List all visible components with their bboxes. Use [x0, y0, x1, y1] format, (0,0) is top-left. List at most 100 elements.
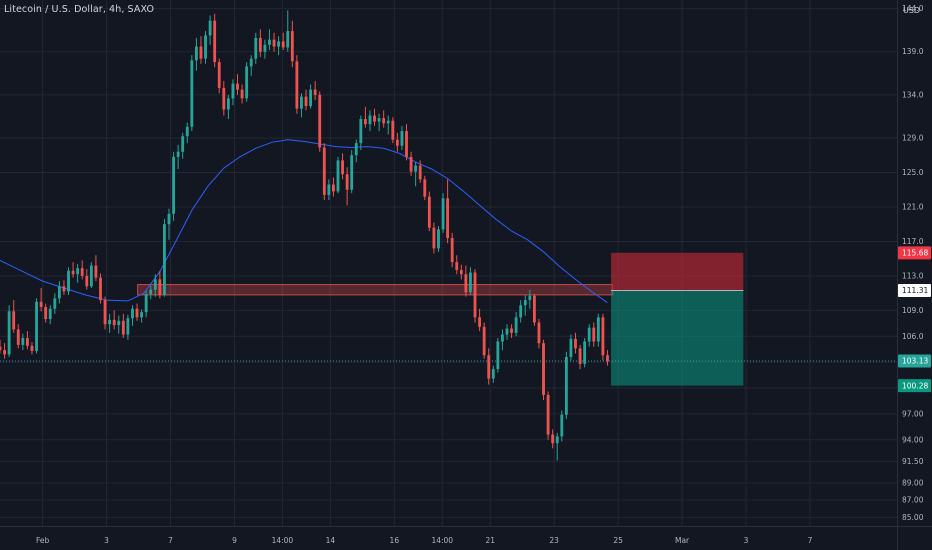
candle-body: [126, 318, 130, 335]
candle: [94, 255, 98, 282]
candle-body: [163, 224, 166, 295]
candle: [313, 81, 317, 101]
candle-body: [44, 306, 48, 320]
candle-body: [596, 317, 600, 342]
time-tick-label: 3: [744, 536, 749, 545]
candle: [144, 290, 148, 318]
candle-body: [592, 327, 596, 342]
candle: [153, 274, 157, 297]
price-tick-label: 91.50: [902, 457, 924, 466]
price-tag-last: 103.13: [898, 354, 931, 368]
symbol-title[interactable]: Litecoin / U.S. Dollar, 4h, SAXO: [4, 4, 155, 15]
price-tick-label: 125.0: [902, 168, 924, 177]
candle-body: [277, 41, 281, 47]
candle-body: [67, 270, 70, 292]
candle: [564, 351, 568, 420]
candle-body: [204, 35, 207, 59]
candle-body: [144, 294, 148, 313]
candle: [76, 263, 80, 283]
candle: [99, 273, 102, 304]
candle: [30, 342, 34, 355]
candle-body: [332, 184, 335, 192]
candle: [126, 314, 130, 340]
candle: [363, 106, 367, 128]
candle: [587, 324, 591, 347]
candle: [491, 365, 495, 383]
candle-body: [546, 394, 550, 435]
candle-body: [482, 326, 486, 356]
candle-body: [501, 334, 504, 342]
candle-body: [199, 46, 203, 59]
candle-body: [295, 61, 299, 109]
candle-body: [258, 37, 262, 52]
candle: [432, 222, 436, 254]
candle: [532, 294, 536, 326]
candle: [181, 132, 185, 159]
candle-body: [236, 83, 239, 90]
candle: [163, 219, 166, 297]
candle-body: [25, 338, 29, 346]
candle: [427, 191, 431, 232]
time-tick-label: 7: [168, 536, 173, 545]
candle: [583, 338, 587, 368]
candle: [254, 32, 258, 64]
candle-body: [405, 131, 408, 157]
candle-body: [108, 319, 112, 325]
candle: [67, 267, 70, 295]
candle-body: [281, 41, 285, 48]
candle: [386, 115, 390, 135]
candle-body: [377, 118, 381, 122]
price-tag-entry: 111.31: [898, 284, 931, 298]
candle-body: [359, 118, 363, 144]
time-axis[interactable]: Feb 3 7 9 14:00 14 16 14:00 21 23 25 Mar 3 7: [0, 526, 932, 546]
candle: [528, 289, 532, 309]
candle: [71, 262, 75, 278]
candle-body: [16, 329, 20, 345]
time-tick-label: Mar: [675, 536, 690, 545]
candle-body: [226, 98, 230, 110]
price-tick-label: 89.00: [902, 478, 924, 487]
candle-body: [523, 300, 527, 306]
candle: [240, 84, 244, 104]
position-tool[interactable]: [611, 252, 744, 386]
candle: [309, 84, 313, 109]
candle: [574, 332, 577, 354]
price-tag-text: 111.31: [902, 286, 928, 295]
supply-zone: [137, 284, 614, 296]
candle-body: [455, 262, 459, 270]
candle-body: [131, 308, 134, 319]
candle-body: [57, 286, 61, 299]
time-tick-label: Feb: [36, 536, 50, 545]
candle: [131, 305, 134, 326]
candle-body: [519, 305, 523, 318]
candle: [578, 344, 582, 370]
candle-body: [190, 60, 194, 127]
candle: [103, 296, 107, 330]
candle-body: [409, 156, 413, 172]
candle-body: [254, 37, 258, 59]
candle-body: [418, 165, 422, 180]
time-tick-label: 3: [104, 536, 109, 545]
candle-body: [176, 151, 180, 157]
candle-body: [290, 31, 294, 62]
candle: [606, 350, 609, 366]
candle: [12, 300, 16, 333]
candle-body: [532, 295, 536, 323]
candle-body: [542, 343, 545, 395]
price-tick-label: 87.00: [902, 496, 924, 505]
candle: [368, 110, 372, 132]
candle: [39, 288, 43, 312]
candle: [263, 39, 267, 59]
price-tags: 115.68 111.31 103.13 100.28: [898, 246, 931, 393]
candle-body: [386, 120, 390, 124]
candle: [295, 55, 299, 114]
candle: [441, 193, 445, 233]
candle-body: [569, 338, 573, 357]
candle: [3, 343, 6, 359]
candle-body: [208, 20, 212, 36]
candle-body: [505, 328, 509, 335]
candle: [519, 300, 523, 323]
candle-body: [194, 46, 198, 61]
candle-body: [94, 265, 98, 278]
